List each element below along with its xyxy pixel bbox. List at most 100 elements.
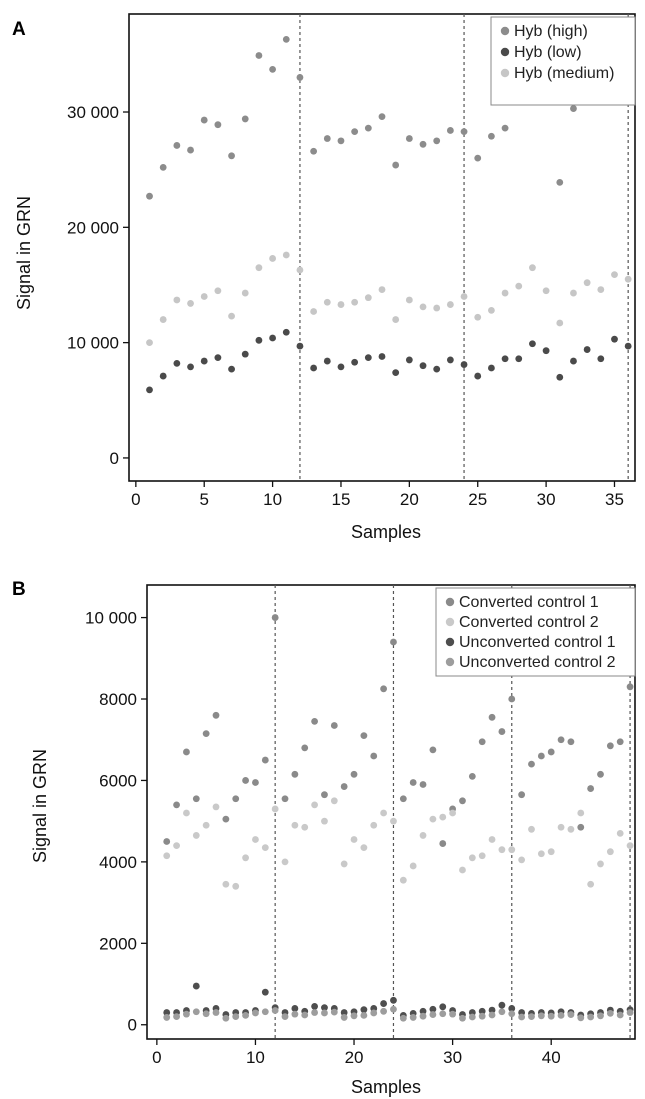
data-point-hyb-medium [611, 271, 618, 278]
y-tick-label: 20 000 [67, 218, 119, 237]
data-point-converted-control-2 [429, 815, 437, 823]
data-point-unconverted-control-1 [419, 1007, 427, 1015]
data-point-converted-control-2 [488, 836, 496, 843]
data-point-hyb-low [296, 342, 304, 350]
data-point-hyb-medium [310, 308, 318, 315]
data-point-unconverted-control-2 [242, 1011, 249, 1019]
data-point-unconverted-control-2 [616, 1011, 624, 1019]
legend-marker [500, 68, 510, 78]
data-point-converted-control-1 [547, 748, 555, 756]
data-point-hyb-medium [460, 293, 468, 300]
panel-a-legend: Hyb (high) Hyb (low) Hyb (medium) [490, 16, 636, 106]
data-point-hyb-low [419, 362, 427, 370]
data-point-unconverted-control-2 [380, 1007, 388, 1015]
data-point-converted-control-1 [340, 783, 348, 790]
data-point-hyb-medium [187, 300, 194, 307]
data-point-unconverted-control-2 [449, 1010, 457, 1018]
data-point-converted-control-1 [488, 713, 496, 721]
data-point-hyb-low [282, 328, 290, 336]
data-point-unconverted-control-1 [360, 1006, 368, 1014]
data-point-hyb-high [364, 124, 372, 132]
data-point-unconverted-control-2 [567, 1011, 575, 1018]
data-point-unconverted-control-1 [311, 1003, 318, 1010]
data-point-hyb-medium [474, 313, 482, 321]
data-point-hyb-medium [228, 312, 235, 320]
panel-a-plot-frame [128, 13, 636, 482]
legend-label: Unconverted control 2 [459, 654, 616, 671]
data-point-converted-control-2 [340, 860, 348, 868]
data-point-hyb-high [446, 127, 454, 134]
data-point-hyb-low [269, 334, 276, 342]
data-point-converted-control-1 [459, 797, 466, 805]
data-point-converted-control-2 [222, 880, 230, 888]
data-point-unconverted-control-1 [390, 996, 397, 1004]
data-point-converted-control-1 [321, 791, 328, 799]
legend-marker [500, 26, 510, 36]
data-point-converted-control-2 [202, 821, 210, 829]
panel-b-separator-lines [274, 585, 631, 1039]
data-point-unconverted-control-2 [291, 1010, 299, 1018]
data-point-unconverted-control-2 [439, 1010, 447, 1018]
data-point-converted-control-2 [626, 842, 634, 849]
x-tick-label: 25 [468, 490, 487, 509]
data-point-hyb-medium [488, 306, 495, 314]
data-point-hyb-low [392, 369, 400, 377]
data-point-unconverted-control-2 [370, 1009, 378, 1017]
data-point-converted-control-1 [192, 795, 200, 803]
data-point-converted-control-1 [577, 823, 585, 831]
y-tick-label: 4000 [99, 853, 137, 872]
data-point-unconverted-control-2 [547, 1012, 555, 1020]
data-point-unconverted-control-1 [488, 1006, 496, 1014]
data-point-hyb-low [351, 358, 359, 366]
data-point-unconverted-control-2 [261, 1008, 269, 1016]
data-point-converted-control-2 [518, 856, 526, 864]
data-point-unconverted-control-1 [508, 1005, 516, 1012]
data-point-converted-control-1 [173, 801, 180, 809]
data-point-hyb-medium [146, 339, 153, 347]
data-point-unconverted-control-2 [281, 1013, 289, 1021]
data-point-unconverted-control-2 [459, 1014, 466, 1022]
data-point-unconverted-control-2 [350, 1012, 358, 1020]
data-point-hyb-medium [378, 286, 386, 293]
data-point-converted-control-2 [252, 836, 259, 843]
data-point-hyb-high [214, 121, 222, 129]
data-point-converted-control-2 [419, 832, 427, 839]
data-point-converted-control-2 [468, 854, 476, 862]
data-point-unconverted-control-2 [232, 1013, 240, 1021]
data-point-converted-control-1 [390, 638, 397, 646]
data-point-converted-control-2 [547, 848, 555, 856]
data-point-converted-control-1 [587, 785, 595, 792]
panel-b-axis-ticks: 0 10 20 30 40 0 2000 4000 6000 8000 10 000 [85, 609, 561, 1067]
data-point-converted-control-2 [370, 821, 378, 829]
data-point-hyb-medium [597, 286, 605, 293]
data-point-hyb-medium [624, 275, 632, 283]
data-point-hyb-high [200, 116, 208, 124]
data-point-hyb-low [515, 355, 523, 363]
data-point-hyb-medium [419, 303, 427, 311]
data-point-unconverted-control-1 [291, 1005, 299, 1012]
data-point-hyb-high [378, 113, 386, 121]
data-point-hyb-medium [364, 294, 372, 302]
data-point-hyb-low [597, 355, 605, 363]
data-point-hyb-high [419, 140, 427, 148]
data-point-converted-control-1 [271, 614, 279, 621]
data-point-converted-control-2 [301, 823, 309, 831]
data-point-unconverted-control-2 [409, 1014, 417, 1021]
data-point-converted-control-1 [616, 738, 624, 746]
panel-b-y-axis-label: Signal in GRN [30, 749, 50, 863]
x-tick-label: 0 [152, 1048, 161, 1067]
data-point-converted-control-2 [439, 813, 447, 821]
data-point-converted-control-2 [537, 850, 545, 858]
data-point-hyb-high [159, 163, 167, 171]
x-tick-label: 30 [537, 490, 556, 509]
data-point-hyb-low [542, 347, 550, 355]
panel-b-plot-frame [146, 584, 636, 1040]
data-point-hyb-medium [542, 287, 550, 295]
data-point-hyb-low [241, 350, 249, 358]
y-tick-label: 0 [128, 1016, 137, 1035]
data-point-hyb-medium [351, 298, 359, 306]
data-point-converted-control-1 [409, 779, 417, 786]
data-point-converted-control-1 [429, 746, 437, 754]
data-point-converted-control-2 [616, 829, 624, 837]
data-point-unconverted-control-2 [340, 1014, 348, 1021]
